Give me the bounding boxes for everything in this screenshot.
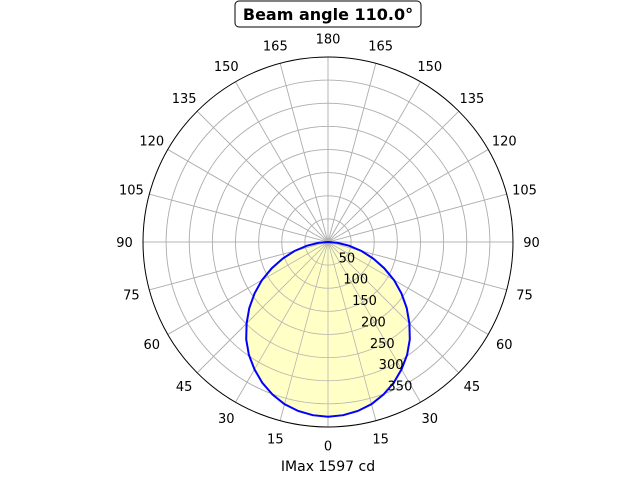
polar-grid [143, 57, 513, 427]
radial-tick-label: 100 [343, 273, 368, 288]
angle-tick-label: 150 [417, 60, 442, 75]
grid-spoke [327, 241, 377, 421]
grid-spoke [327, 81, 421, 243]
angle-tick-label: 120 [492, 134, 517, 149]
angle-tick-label: 15 [267, 433, 284, 448]
angle-tick-labels: 0 15 30 45 60 75 90 105 120 135 150 165 180 165 150 135… [116, 33, 540, 455]
x-axis-label: IMax 1597 cd [281, 459, 375, 475]
angle-tick-label: 45 [176, 380, 193, 395]
grid-spoke [167, 149, 329, 243]
angle-tick-label: 60 [496, 338, 513, 353]
curve-line [245, 240, 411, 418]
angle-tick-label: 135 [459, 92, 484, 107]
grid-spoke [279, 241, 329, 421]
polar-frame [142, 56, 514, 428]
grid-spoke [327, 149, 489, 243]
radial-tick-label: 200 [361, 315, 386, 330]
radial-tick-label: 150 [352, 294, 377, 309]
grid-spoke [327, 110, 460, 243]
grid-spoke [196, 110, 329, 243]
chart-title: Beam angle 110.0° [243, 5, 413, 24]
grid-spoke [235, 241, 329, 403]
intensity-curve [143, 57, 513, 427]
angle-tick-label: 90 [523, 236, 540, 251]
grid-spoke [327, 63, 377, 243]
angle-tick-label: 75 [123, 289, 140, 304]
angle-tick-label: 30 [421, 412, 438, 427]
grid-spoke [167, 241, 329, 335]
radial-tick-label: 50 [339, 251, 356, 266]
angle-tick-label: 120 [139, 134, 164, 149]
angle-tick-label: 150 [214, 60, 239, 75]
angle-tick-label: 0 [324, 440, 332, 455]
angle-tick-label: 30 [218, 412, 235, 427]
grid-spoke [327, 241, 460, 374]
angle-tick-label: 90 [116, 236, 133, 251]
angle-tick-label: 135 [172, 92, 197, 107]
angle-tick-label: 15 [372, 433, 389, 448]
grid-spoke [235, 81, 329, 243]
angle-tick-label: 105 [512, 183, 537, 198]
grid-spoke [327, 241, 489, 335]
title-box [234, 0, 422, 28]
grid-spoke [279, 63, 329, 243]
angle-tick-label: 60 [143, 338, 160, 353]
angle-tick-label: 105 [119, 183, 144, 198]
angle-tick-label: 165 [368, 39, 393, 54]
radial-tick-label: 350 [388, 380, 413, 395]
angle-tick-label: 45 [464, 380, 481, 395]
radial-tick-labels: 50 100 150 200 250 300 350 [339, 251, 413, 394]
grid-spoke [327, 193, 507, 243]
grid-spoke [327, 241, 421, 403]
angle-tick-label: 75 [516, 289, 533, 304]
grid-spoke [196, 241, 329, 374]
radial-tick-label: 250 [370, 337, 395, 352]
radial-tick-label: 300 [379, 358, 404, 373]
angle-tick-label: 180 [316, 33, 341, 48]
grid-spoke [149, 193, 329, 243]
angle-tick-label: 165 [263, 39, 288, 54]
